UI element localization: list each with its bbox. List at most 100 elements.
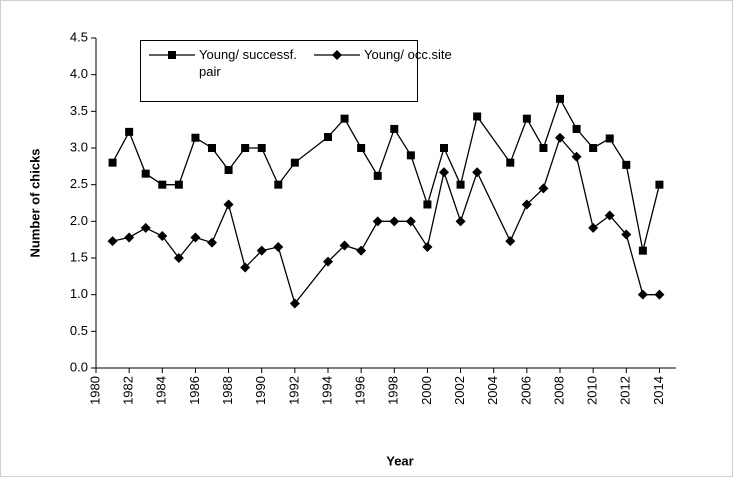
x-tick-label: 2004 <box>485 376 500 405</box>
y-tick-label: 0.5 <box>70 323 88 338</box>
y-tick-label: 1.0 <box>70 286 88 301</box>
legend-symbol <box>149 51 195 59</box>
legend-label: Young/ occ.site <box>364 47 452 62</box>
square-marker <box>638 246 647 255</box>
square-marker <box>324 133 332 141</box>
square-marker <box>158 180 167 189</box>
diamond-marker <box>107 236 118 247</box>
x-tick-label: 2000 <box>419 376 434 405</box>
diamond-marker <box>124 232 135 243</box>
square-marker <box>423 200 432 209</box>
y-tick-label: 2.5 <box>70 176 88 191</box>
diamond-marker <box>356 245 367 256</box>
diamond-marker <box>505 236 516 247</box>
x-tick-label: 2006 <box>518 376 533 405</box>
square-marker <box>440 144 448 152</box>
x-tick-label: 1986 <box>187 376 202 405</box>
diamond-marker <box>339 240 350 251</box>
y-tick-label: 4.5 <box>70 29 88 44</box>
diamond-marker <box>621 229 632 240</box>
diamond-marker <box>604 210 615 221</box>
diamond-marker <box>422 242 433 252</box>
square-marker <box>473 112 482 121</box>
legend-symbol <box>314 50 360 60</box>
diamond-marker <box>555 132 565 143</box>
x-tick-label: 1982 <box>121 376 136 405</box>
square-marker <box>274 180 283 189</box>
diamond-marker <box>637 289 648 300</box>
x-tick-label: 2002 <box>452 376 467 405</box>
square-marker <box>506 158 515 167</box>
square-marker <box>174 180 183 189</box>
square-marker <box>605 134 614 143</box>
square-marker <box>340 114 349 123</box>
x-tick-label: 1984 <box>154 376 169 405</box>
square-marker <box>208 144 216 152</box>
y-tick-label: 2.0 <box>70 213 88 228</box>
diamond-marker <box>372 216 383 227</box>
diamond-marker <box>223 199 234 210</box>
diamond-marker <box>190 232 201 243</box>
diamond-marker <box>389 216 400 227</box>
legend-label: Young/ successf. pair <box>199 47 297 79</box>
diamond-marker <box>521 199 532 210</box>
square-marker <box>191 133 200 142</box>
diamond-marker <box>240 262 251 273</box>
square-marker <box>241 144 250 152</box>
diamond-marker <box>538 183 549 194</box>
square-marker <box>125 127 134 136</box>
y-tick-label: 1.5 <box>70 249 88 264</box>
diamond-marker <box>140 222 151 233</box>
x-tick-label: 1996 <box>353 376 368 405</box>
y-axis-title: Number of chicks <box>27 148 42 257</box>
square-marker <box>257 144 266 152</box>
square-marker <box>141 169 150 178</box>
x-tick-label: 2008 <box>551 376 566 405</box>
x-tick-label: 1998 <box>386 376 401 405</box>
square-marker <box>406 151 415 160</box>
diamond-marker <box>439 167 449 178</box>
diamond-marker <box>455 216 466 227</box>
y-tick-label: 0.0 <box>70 359 88 374</box>
x-tick-label: 2012 <box>618 376 633 405</box>
diamond-marker <box>173 253 184 263</box>
diamond-marker <box>588 222 599 233</box>
series-line <box>111 97 661 251</box>
diamond-marker <box>323 256 333 267</box>
x-tick-label: 2014 <box>651 376 666 405</box>
legend: Young/ successf. pair Young/ occ.site <box>140 40 452 102</box>
diamond-marker <box>273 242 284 252</box>
diamond-marker <box>654 289 665 300</box>
diamond-marker <box>571 151 582 162</box>
diamond-marker <box>256 245 267 256</box>
square-marker <box>456 180 465 189</box>
diamond-marker <box>157 231 168 241</box>
series-line <box>112 136 660 305</box>
square-marker <box>357 144 366 152</box>
square-marker <box>108 158 117 167</box>
square-marker <box>522 114 531 123</box>
x-tick-label: 1992 <box>286 376 301 405</box>
diamond-marker <box>332 50 342 60</box>
x-tick-label: 1988 <box>220 376 235 405</box>
x-tick-label: 2010 <box>585 376 600 405</box>
diamond-marker <box>405 216 416 227</box>
x-tick-label: 1994 <box>319 376 334 405</box>
square-marker <box>556 94 564 103</box>
square-marker <box>224 166 233 174</box>
y-tick-label: 3.0 <box>70 139 88 154</box>
diamond-marker <box>472 167 483 178</box>
square-marker <box>589 144 598 152</box>
x-tick-label: 1990 <box>253 376 268 405</box>
y-tick-label: 4.0 <box>70 66 88 81</box>
x-axis-title: Year <box>386 453 413 468</box>
y-tick-label: 3.5 <box>70 103 88 118</box>
square-marker <box>539 144 548 152</box>
square-marker <box>572 124 581 133</box>
square-marker <box>290 158 299 167</box>
square-marker <box>373 171 382 180</box>
x-tick-label: 1980 <box>87 376 102 405</box>
diamond-marker <box>289 298 300 309</box>
